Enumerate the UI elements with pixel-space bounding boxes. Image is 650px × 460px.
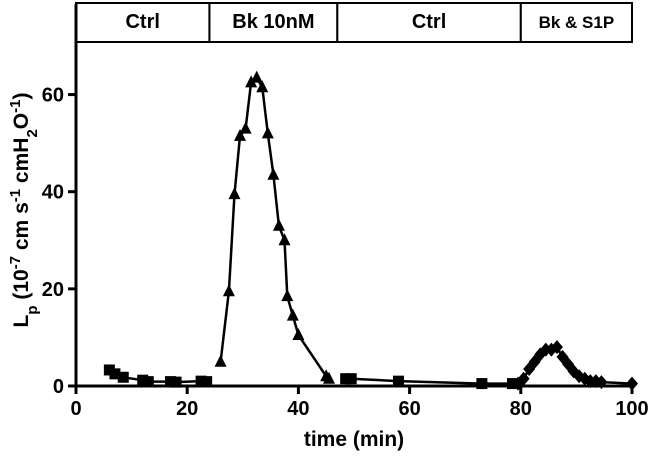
data-point bbox=[201, 376, 213, 388]
phase-label: Ctrl bbox=[125, 11, 159, 33]
x-tick-label: 40 bbox=[287, 398, 309, 420]
data-point bbox=[550, 340, 563, 355]
x-ticks: 0 20 40 60 80 100 bbox=[70, 386, 649, 420]
data-point bbox=[292, 328, 305, 340]
y-label-part: L bbox=[10, 314, 33, 327]
data-point bbox=[117, 371, 129, 383]
y-tick-label: 60 bbox=[42, 85, 64, 107]
y-label-part: -7 bbox=[7, 256, 24, 269]
x-tick-label: 0 bbox=[70, 398, 81, 420]
phase-label: Bk & S1P bbox=[539, 13, 615, 32]
data-point bbox=[626, 376, 638, 391]
data-point bbox=[267, 167, 280, 180]
x-axis-label: time (min) bbox=[304, 428, 404, 451]
y-tick-label: 0 bbox=[53, 376, 64, 398]
y-tick-label: 20 bbox=[42, 279, 64, 301]
data-point bbox=[278, 233, 291, 246]
data-point bbox=[281, 289, 294, 302]
data-point bbox=[392, 375, 404, 387]
x-tick-label: 100 bbox=[615, 398, 648, 420]
data-point bbox=[286, 308, 299, 321]
phase-label: Ctrl bbox=[412, 11, 446, 33]
data-point bbox=[228, 187, 241, 200]
data-point bbox=[517, 371, 530, 386]
x-tick-label: 60 bbox=[398, 398, 420, 420]
data-point bbox=[595, 375, 608, 390]
series-1 bbox=[214, 70, 335, 384]
y-ticks: 0 20 40 60 bbox=[42, 85, 76, 398]
data-point bbox=[322, 371, 335, 384]
data-point bbox=[214, 354, 227, 367]
data-point bbox=[109, 368, 121, 380]
x-tick-label: 80 bbox=[510, 398, 532, 420]
x-tick-label: 20 bbox=[176, 398, 198, 420]
series-0 bbox=[103, 364, 213, 388]
data-point bbox=[195, 375, 207, 387]
phase-box bbox=[208, 2, 339, 43]
y-label-part: ) bbox=[10, 93, 33, 100]
data-point bbox=[137, 374, 149, 386]
y-label-part: -1 bbox=[7, 100, 24, 113]
data-point bbox=[234, 128, 247, 141]
data-point bbox=[345, 373, 357, 385]
data-point bbox=[476, 378, 488, 390]
data-point bbox=[340, 373, 352, 385]
y-label-part: cmH bbox=[10, 138, 33, 189]
data-point bbox=[142, 376, 154, 388]
data-point bbox=[256, 80, 269, 93]
data-point bbox=[222, 284, 235, 297]
data-point bbox=[261, 126, 274, 139]
y-axis-label: Lp (10-7 cm s-1 cmH2O-1) bbox=[7, 93, 41, 328]
series-3 bbox=[512, 340, 638, 391]
phase-box bbox=[519, 2, 633, 43]
series-line bbox=[345, 377, 513, 385]
y-label-part: O bbox=[10, 113, 33, 129]
y-label-part: 2 bbox=[24, 129, 41, 137]
series bbox=[103, 70, 638, 391]
data-point bbox=[272, 218, 285, 231]
data-point bbox=[103, 364, 115, 376]
y-label-part: (10 bbox=[10, 269, 33, 305]
phase-bar: Ctrl Bk 10nM Ctrl Bk & S1P bbox=[75, 2, 633, 43]
data-point bbox=[239, 121, 252, 134]
y-tick-label: 40 bbox=[42, 182, 64, 204]
y-label-part: cm s bbox=[10, 202, 33, 256]
y-label-part: p bbox=[24, 305, 41, 314]
data-point bbox=[165, 376, 177, 388]
axes bbox=[74, 4, 634, 388]
phase-label: Bk 10nM bbox=[232, 11, 314, 33]
data-point bbox=[170, 376, 182, 388]
data-point bbox=[245, 75, 258, 88]
y-label-part: -1 bbox=[7, 189, 24, 202]
data-point bbox=[250, 70, 263, 83]
phase-box bbox=[336, 2, 522, 43]
